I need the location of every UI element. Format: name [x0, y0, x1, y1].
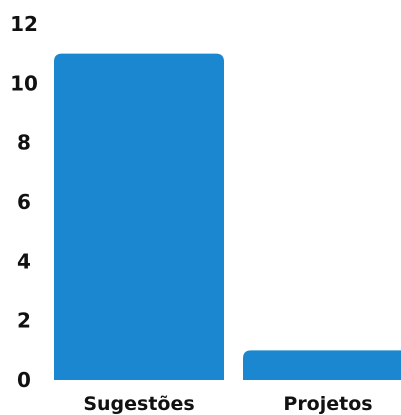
y-tick-label: 0: [17, 368, 31, 392]
y-tick-label: 12: [10, 12, 38, 36]
y-tick-label: 4: [17, 249, 31, 273]
bar-sugestões: [54, 53, 224, 381]
bar-projetos: [243, 350, 401, 380]
y-tick-label: 8: [17, 131, 31, 155]
x-axis-category-labels: Sugestões Projetos: [83, 393, 372, 415]
y-tick-label: 2: [17, 309, 31, 333]
x-category-label: Projetos: [283, 393, 372, 415]
y-axis-tick-labels: 0 2 4 6 8 10 12: [10, 12, 38, 392]
x-category-label: Sugestões: [83, 393, 194, 415]
bars: [54, 53, 401, 381]
y-tick-label: 10: [10, 71, 38, 95]
y-tick-label: 6: [17, 190, 31, 214]
